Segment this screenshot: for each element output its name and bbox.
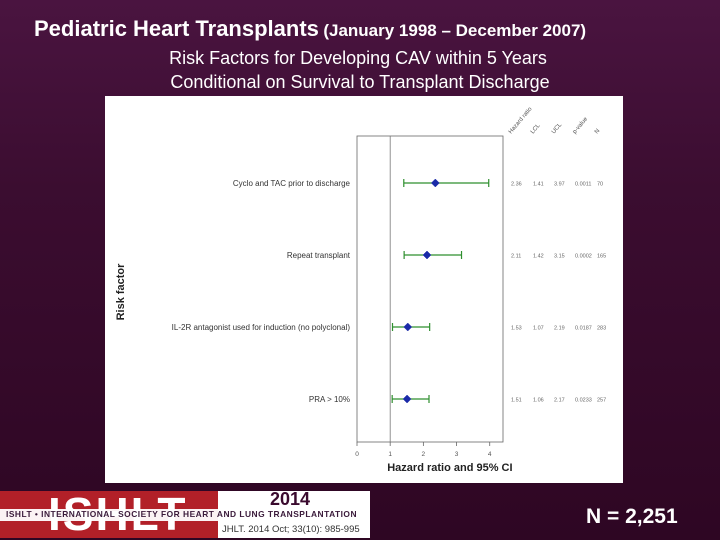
column-header: UCL — [551, 122, 564, 136]
report-year: 2014 — [270, 489, 311, 509]
row-value: 257 — [597, 398, 606, 404]
row-value: 1.07 — [533, 326, 544, 332]
row-value: 1.06 — [533, 398, 544, 404]
org-name: ISHLT • INTERNATIONAL SOCIETY FOR HEART … — [6, 509, 357, 519]
column-header: LCL — [530, 122, 542, 135]
x-tick-label: 3 — [455, 451, 459, 458]
row-value: 165 — [597, 254, 606, 260]
row-value: 70 — [597, 182, 603, 188]
risk-factor-label: Repeat transplant — [287, 251, 351, 260]
hazard-ratio-marker — [422, 250, 432, 260]
subtitle-line-1: Risk Factors for Developing CAV within 5… — [169, 48, 547, 68]
row-value: 1.42 — [533, 254, 544, 260]
plot-frame — [356, 135, 504, 443]
row-value: 1.41 — [533, 182, 544, 188]
hazard-ratio-marker — [403, 322, 413, 332]
row-value: 0.0187 — [575, 326, 592, 332]
x-tick-label: 4 — [488, 451, 492, 458]
hazard-ratio-marker — [430, 178, 440, 188]
row-value: 283 — [597, 326, 606, 332]
subtitle-line-2: Conditional on Survival to Transplant Di… — [170, 72, 550, 92]
row-value: 3.15 — [554, 254, 565, 260]
row-value: 3.97 — [554, 182, 565, 188]
citation: JHLT. 2014 Oct; 33(10): 985-995 — [222, 524, 360, 535]
logo-strip — [0, 509, 370, 521]
forest-plot-panel: 0 1 2 3 4 Hazard ratio and 95% CI Risk factor H… — [105, 96, 623, 483]
x-tick-label: 0 — [355, 451, 359, 458]
risk-factor-label: IL-2R antagonist used for induction (no … — [172, 323, 351, 332]
row-value: 1.51 — [511, 398, 522, 404]
column-header: p-value — [572, 116, 590, 135]
row-value: 2.11 — [511, 254, 521, 260]
row-value: 2.36 — [511, 182, 522, 188]
risk-factor-label: Cyclo and TAC prior to discharge — [233, 179, 351, 188]
row-value: 2.19 — [554, 326, 565, 332]
row-value: 1.53 — [511, 326, 522, 332]
title-date-range: (January 1998 – December 2007) — [323, 21, 587, 40]
row-value: 2.17 — [554, 398, 565, 404]
row-value: 0.0011 — [575, 182, 591, 188]
sample-size-label: N = 2,251 — [586, 505, 678, 528]
row-value: 0.0002 — [575, 254, 592, 260]
hazard-ratio-marker — [402, 394, 412, 404]
column-header: N — [594, 128, 601, 135]
risk-factor-label: PRA > 10% — [309, 395, 350, 404]
x-tick-label: 1 — [388, 451, 392, 458]
title-main: Pediatric Heart Transplants — [34, 16, 319, 41]
y-axis-label: Risk factor — [115, 263, 127, 321]
slide-title: Pediatric Heart Transplants (January 199… — [0, 16, 720, 42]
row-value: 0.0233 — [575, 398, 592, 404]
x-axis-label: Hazard ratio and 95% CI — [387, 462, 512, 474]
x-tick-label: 2 — [422, 451, 426, 458]
ishlt-footer: ISHLT ISHLT • INTERNATIONAL SOCIETY FOR … — [0, 489, 370, 538]
